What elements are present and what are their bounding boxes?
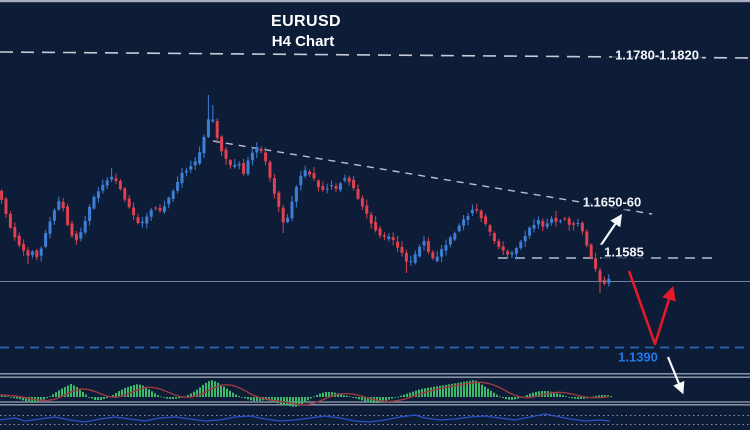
oscillator-histogram <box>1 380 612 407</box>
red-projection-arrow <box>627 270 676 346</box>
descending-trendline <box>212 140 653 215</box>
top-border-line <box>0 0 750 3</box>
chart-title-symbol: EURUSD <box>271 13 341 30</box>
white-continuation-arrow <box>666 356 685 395</box>
level-label-broken-support: 1.1585 <box>601 244 647 260</box>
chart-title-timeframe: H4 Chart <box>271 33 335 50</box>
oscillator-blue-line <box>0 413 611 423</box>
oscillator-signal-line <box>0 381 610 406</box>
level-label-trendline-resistance: 1.1650-60 <box>579 194 645 210</box>
level-label-resistance-zone: 1.1780-1.1820 <box>612 47 702 63</box>
white-retest-arrow <box>600 213 623 246</box>
candlestick-series <box>0 95 611 293</box>
level-label-downside-target: 1.1390 <box>615 349 661 365</box>
